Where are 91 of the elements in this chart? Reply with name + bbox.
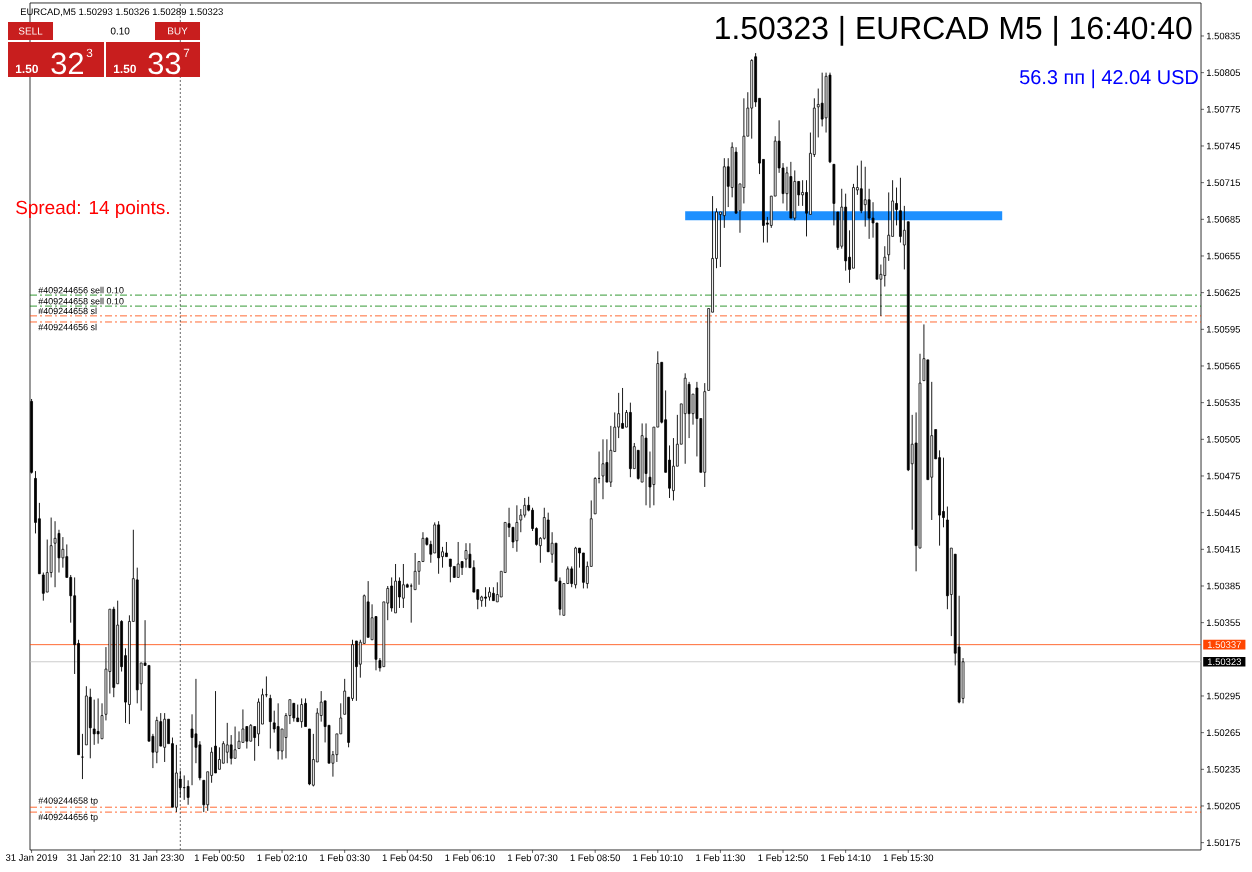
annotation: 1.50: [113, 64, 136, 74]
candlestick: [715, 207, 718, 269]
candlestick: [84, 685, 88, 746]
y-tick-label: 1.50805: [1206, 69, 1241, 76]
y-tick-label: 1.50685: [1206, 215, 1241, 223]
candlestick: [750, 60, 754, 140]
annotation: EURCAD,M5 1.50293 1.50326 1.50289 1.50323: [20, 8, 223, 17]
annotation: 7: [183, 48, 190, 57]
candlestick: [609, 425, 613, 488]
y-tick-label: 1.50175: [1206, 839, 1241, 846]
y-tick-label: 1.50385: [1206, 582, 1241, 590]
candlestick: [464, 542, 468, 569]
annotation: 0.10: [110, 27, 130, 35]
candlestick: [456, 541, 460, 578]
ref-line-label: #409244656 tp: [38, 813, 98, 822]
y-tick-label: 1.50505: [1206, 435, 1241, 443]
x-tick-label: 1 Feb 11:30: [696, 854, 745, 862]
x-tick-label: 1 Feb 03:30: [320, 854, 370, 862]
chart-title: 1.50323 | EURCAD M5 | 16:40:40: [716, 15, 1192, 46]
y-tick-label: 1.50535: [1206, 399, 1241, 406]
annotation: Spread: 14 points.: [16, 200, 169, 218]
y-tick-label: 1.50295: [1206, 692, 1241, 700]
y-tick-label: 1.50835: [1206, 32, 1241, 40]
candlestick: [237, 730, 241, 749]
annotation: BUY: [168, 27, 188, 35]
candlestick: [484, 586, 487, 608]
y-tick-label: 1.50715: [1206, 179, 1241, 186]
y-tick-label: 1.50445: [1206, 509, 1241, 516]
ref-line-label: #409244658 sl: [38, 307, 97, 315]
candlestick: [394, 563, 397, 614]
candlestick: [703, 382, 707, 488]
candlestick: [92, 699, 96, 746]
y-tick-label: 1.50565: [1206, 362, 1241, 370]
candlestick: [601, 438, 605, 500]
annotation: SELL: [18, 27, 43, 35]
candlestick: [300, 697, 303, 729]
candlestick: [155, 716, 159, 764]
annotation: 3: [86, 48, 93, 58]
y-tick-label: 1.50355: [1206, 619, 1241, 626]
candlestick: [515, 504, 519, 553]
candlestick: [488, 586, 491, 602]
ref-line-label: 1.50337: [1207, 641, 1241, 649]
annotation: 32: [51, 52, 83, 75]
ref-line-label: #409244658 tp: [38, 797, 98, 806]
y-tick-label: 1.50595: [1206, 325, 1241, 333]
x-tick-label: 1 Feb 12:50: [758, 854, 808, 862]
candlestick: [683, 372, 687, 465]
y-tick-label: 1.50205: [1206, 802, 1241, 810]
candlestick: [402, 563, 405, 609]
ref-line-label: 1.50323: [1207, 658, 1241, 666]
y-tick-label: 1.50265: [1206, 729, 1241, 736]
x-tick-label: 1 Feb 07:30: [508, 854, 558, 862]
candlestick: [225, 722, 229, 764]
ref-line-label: #409244658 sell 0.10: [38, 297, 124, 305]
candlestick: [887, 191, 891, 262]
x-tick-label: 1 Feb 04:50: [382, 854, 433, 862]
x-tick-label: 31 Jan 22:10: [67, 854, 122, 861]
y-tick-label: 1.50745: [1206, 142, 1241, 150]
ref-line-label: #409244656 sell 0.10: [38, 286, 124, 294]
x-tick-label: 1 Feb 08:50: [570, 854, 621, 862]
candlestick: [163, 712, 167, 763]
y-tick-label: 1.50775: [1206, 105, 1241, 113]
x-tick-label: 1 Feb 14:10: [821, 854, 871, 862]
y-tick-label: 1.50655: [1206, 252, 1241, 260]
candlestick: [175, 744, 178, 813]
x-tick-label: 1 Feb 00:50: [194, 854, 245, 862]
x-tick-label: 1 Feb 10:10: [633, 854, 683, 862]
annotation: 1.50: [15, 64, 38, 74]
y-tick-label: 1.50235: [1206, 765, 1241, 773]
candlestick: [926, 359, 930, 481]
candlestick: [523, 497, 527, 518]
candlestick: [722, 157, 726, 229]
candlestick: [257, 697, 260, 747]
text: 56.3 пп | 42.04 USD: [1019, 69, 1198, 89]
y-tick-label: 1.50475: [1206, 472, 1241, 480]
x-tick-label: 1 Feb 15:30: [883, 854, 934, 862]
candlestick: [53, 520, 57, 588]
candlestick: [116, 600, 120, 685]
x-tick-label: 1 Feb 02:10: [257, 854, 307, 862]
candlestick: [218, 746, 221, 770]
ref-line-label: #409244656 sl: [38, 323, 97, 331]
x-tick-label: 31 Jan 2019: [5, 854, 58, 861]
candlestick: [574, 547, 577, 589]
x-tick-label: 1 Feb 06:10: [445, 854, 495, 862]
annotation: 33: [148, 52, 181, 75]
candlestick: [96, 697, 100, 745]
y-tick-label: 1.50625: [1206, 289, 1241, 296]
candlestick: [672, 437, 675, 501]
candlestick: [852, 183, 855, 269]
y-tick-label: 1.50415: [1206, 545, 1241, 553]
x-tick-label: 31 Jan 23:30: [129, 854, 184, 861]
